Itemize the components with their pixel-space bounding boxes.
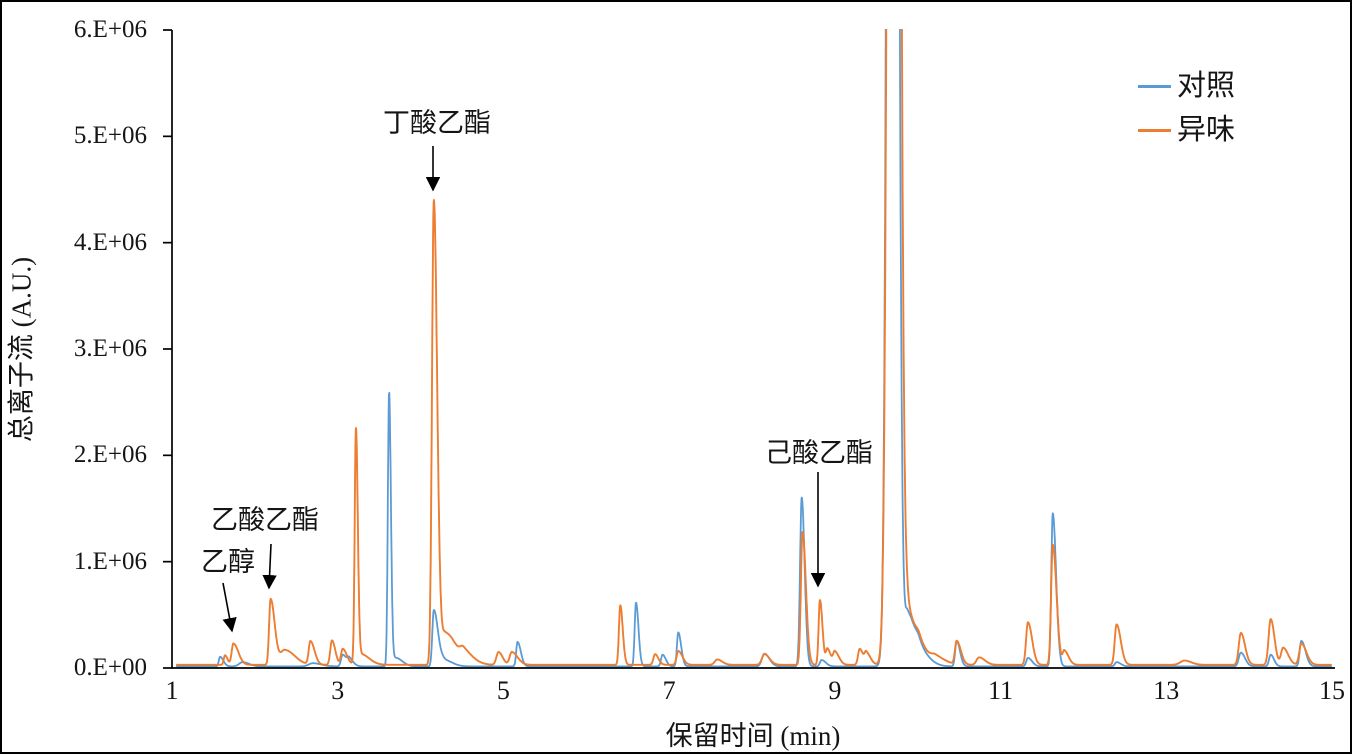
x-axis-tick-label: 1 <box>165 676 179 705</box>
y-axis-tick-label: 1.E+06 <box>73 547 147 575</box>
legend-label-offflavor: 异味 <box>1177 114 1236 146</box>
x-axis-tick-label: 5 <box>496 676 510 705</box>
x-axis-title: 保留时间 (min) <box>665 721 841 751</box>
x-axis-tick-label: 15 <box>1319 676 1345 705</box>
y-axis-tick-label: 4.E+06 <box>73 228 147 256</box>
ethyl-acetate-arrow-icon <box>262 543 277 590</box>
y-axis-ticks <box>163 29 172 669</box>
y-axis-tick-label: 6.E+06 <box>73 16 147 43</box>
annotation-ethanol: 乙醇 <box>201 547 255 577</box>
control-line-swatch-icon <box>1138 84 1171 88</box>
x-axis-tick-label: 3 <box>331 676 345 705</box>
offflavor-line-swatch-icon <box>1138 128 1171 132</box>
legend-label-control: 对照 <box>1177 70 1236 102</box>
trace-control <box>175 29 1333 668</box>
x-axis-tick-label: 9 <box>828 676 842 705</box>
annotation-ethyl-butyrate: 丁酸乙酯 <box>383 108 491 138</box>
legend-item-control: 对照 <box>1138 64 1235 108</box>
legend: 对照 异味 <box>1138 64 1235 152</box>
y-axis-tick-label: 5.E+06 <box>73 122 147 150</box>
trace-offflavor <box>175 29 1333 666</box>
x-axis-tick-label: 13 <box>1153 676 1180 705</box>
x-axis-tick-label: 11 <box>988 676 1014 705</box>
y-axis-tick-label: 0.E+00 <box>73 654 147 681</box>
y-axis-title: 总离子流 (A.U.) <box>6 256 37 443</box>
x-axis-tick-label: 7 <box>662 676 676 705</box>
annotation-ethyl-acetate: 乙酸乙酯 <box>211 505 319 535</box>
ethanol-arrow-icon <box>222 582 237 633</box>
y-axis-tick-label: 2.E+06 <box>73 441 147 469</box>
y-axis-tick-label: 3.E+06 <box>73 335 147 362</box>
legend-item-offflavor: 异味 <box>1138 108 1235 152</box>
annotation-ethyl-hexanoate: 己酸乙酯 <box>765 438 873 468</box>
